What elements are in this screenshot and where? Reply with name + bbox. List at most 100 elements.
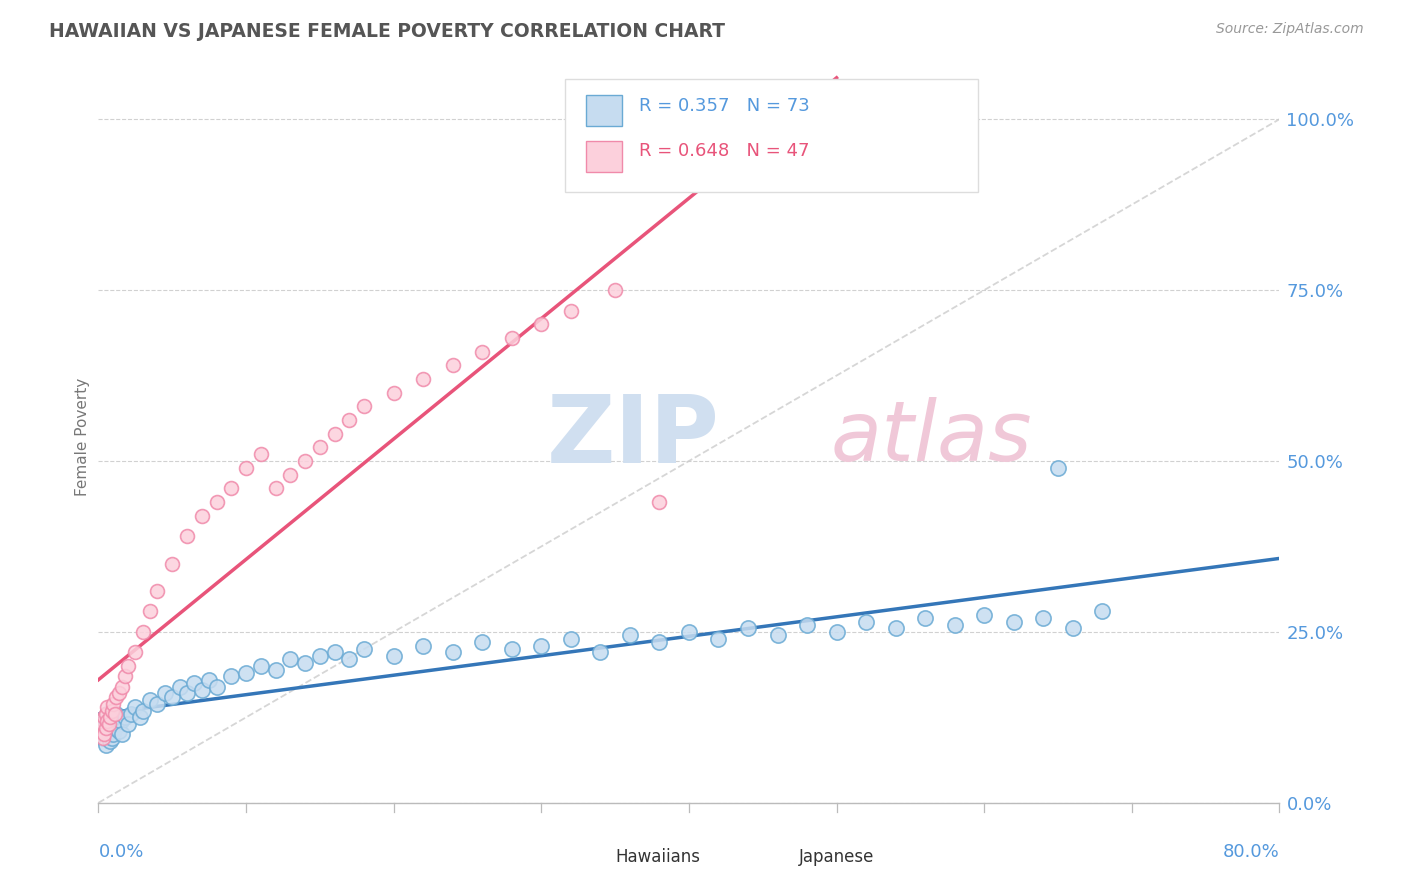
- Point: [191, 508, 214, 523]
- Text: atlas: atlas: [831, 397, 1032, 477]
- Point: [117, 659, 139, 673]
- Point: [471, 635, 494, 649]
- Text: Hawaiians: Hawaiians: [616, 848, 700, 866]
- Point: [104, 706, 127, 721]
- Point: [501, 642, 523, 657]
- Point: [162, 557, 183, 571]
- Point: [339, 652, 360, 666]
- Point: [94, 706, 117, 721]
- Point: [471, 344, 494, 359]
- Point: [323, 426, 346, 441]
- Point: [110, 714, 132, 728]
- Point: [111, 727, 134, 741]
- Point: [100, 724, 122, 739]
- Point: [146, 583, 169, 598]
- Point: [855, 615, 877, 629]
- Point: [117, 717, 139, 731]
- Point: [105, 706, 128, 721]
- Point: [219, 669, 242, 683]
- Point: [90, 724, 112, 739]
- Point: [412, 372, 434, 386]
- Point: [382, 385, 405, 400]
- Point: [93, 710, 115, 724]
- Point: [1046, 460, 1069, 475]
- Point: [128, 710, 150, 724]
- FancyBboxPatch shape: [571, 842, 606, 870]
- Point: [339, 413, 360, 427]
- Y-axis label: Female Poverty: Female Poverty: [75, 378, 90, 496]
- Point: [605, 283, 627, 297]
- Text: Source: ZipAtlas.com: Source: ZipAtlas.com: [1216, 22, 1364, 37]
- Point: [973, 607, 995, 622]
- Point: [648, 495, 671, 509]
- Point: [943, 618, 966, 632]
- Point: [104, 721, 127, 735]
- Point: [412, 639, 434, 653]
- Point: [235, 460, 257, 475]
- Point: [108, 724, 131, 739]
- Text: ZIP: ZIP: [547, 391, 720, 483]
- Text: R = 0.357   N = 73: R = 0.357 N = 73: [640, 97, 810, 115]
- Point: [103, 697, 125, 711]
- Point: [914, 611, 936, 625]
- Point: [737, 622, 759, 636]
- Point: [589, 645, 612, 659]
- Point: [796, 618, 818, 632]
- Point: [91, 731, 114, 745]
- Point: [198, 673, 221, 687]
- Point: [93, 727, 115, 741]
- Point: [323, 645, 346, 659]
- Point: [294, 656, 316, 670]
- Point: [441, 645, 464, 659]
- Point: [264, 663, 287, 677]
- Point: [98, 734, 121, 748]
- Point: [278, 652, 302, 666]
- Point: [120, 706, 142, 721]
- Point: [309, 440, 332, 454]
- Text: 80.0%: 80.0%: [1223, 843, 1279, 861]
- Point: [205, 680, 228, 694]
- Point: [353, 400, 375, 414]
- Point: [96, 706, 118, 721]
- Point: [169, 680, 191, 694]
- Point: [146, 697, 169, 711]
- Point: [96, 714, 118, 728]
- FancyBboxPatch shape: [586, 95, 621, 126]
- Point: [530, 639, 553, 653]
- Text: Japanese: Japanese: [799, 848, 875, 866]
- Point: [114, 710, 136, 724]
- Point: [678, 624, 700, 639]
- FancyBboxPatch shape: [754, 842, 789, 870]
- Point: [94, 738, 117, 752]
- Point: [219, 481, 242, 495]
- Point: [96, 700, 118, 714]
- Point: [1032, 611, 1054, 625]
- Point: [96, 721, 118, 735]
- Point: [501, 331, 523, 345]
- Point: [191, 683, 214, 698]
- Point: [382, 648, 405, 663]
- Point: [103, 714, 125, 728]
- Point: [91, 717, 114, 731]
- Point: [97, 727, 120, 741]
- Point: [560, 632, 582, 646]
- Point: [648, 635, 671, 649]
- Point: [91, 731, 114, 745]
- Point: [353, 642, 375, 657]
- Point: [90, 717, 112, 731]
- Point: [766, 628, 789, 642]
- Point: [250, 447, 273, 461]
- Point: [100, 704, 122, 718]
- Point: [619, 628, 641, 642]
- Point: [1091, 604, 1114, 618]
- Point: [153, 686, 176, 700]
- Text: 0.0%: 0.0%: [98, 843, 143, 861]
- Point: [132, 624, 155, 639]
- Point: [94, 721, 117, 735]
- Point: [162, 690, 183, 704]
- Point: [294, 454, 316, 468]
- Point: [782, 112, 804, 127]
- Point: [98, 710, 121, 724]
- Text: R = 0.648   N = 47: R = 0.648 N = 47: [640, 143, 810, 161]
- Point: [93, 724, 115, 739]
